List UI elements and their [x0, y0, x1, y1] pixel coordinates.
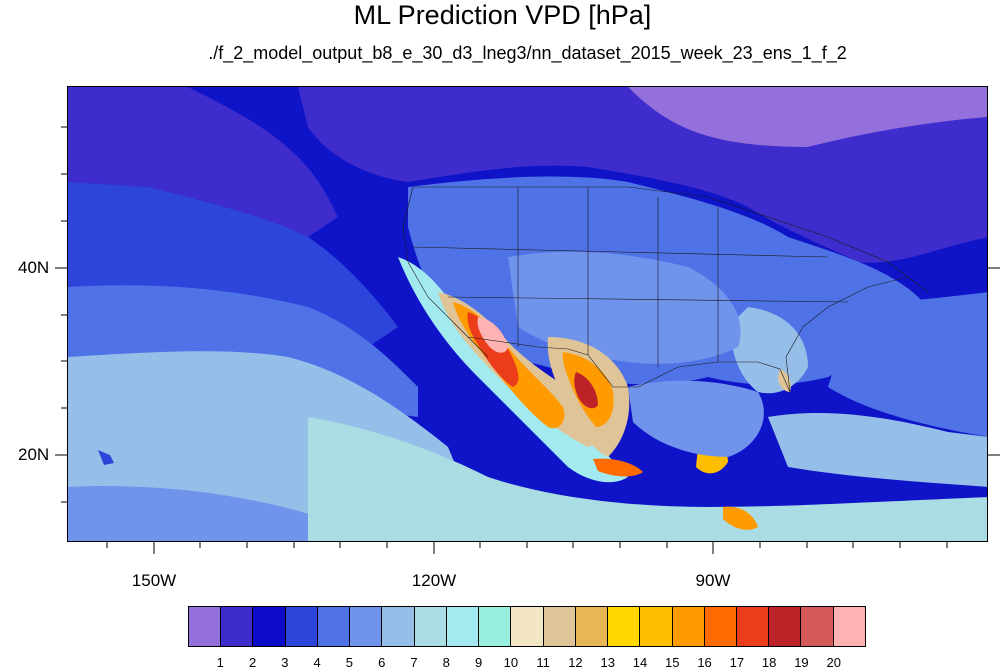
colorbar-label: 11 — [536, 655, 550, 670]
border-states-ew-1 — [412, 246, 829, 258]
colorbar-box — [640, 607, 673, 646]
colorbar-label: 14 — [632, 655, 648, 670]
colorbar-label: 4 — [313, 655, 321, 670]
colorbar-box — [769, 607, 802, 646]
map-region-tropics — [68, 486, 366, 541]
colorbar-box — [704, 607, 737, 646]
colorbar-label: 7 — [410, 655, 418, 670]
lon-label-150w: 150W — [131, 571, 177, 590]
colorbar-box — [189, 607, 222, 646]
map-region-southwest-pink — [477, 317, 508, 353]
tick-marks — [55, 126, 1000, 554]
colorbar-box — [285, 607, 318, 646]
colorbar-label: 6 — [378, 655, 386, 670]
border-us-mexico — [467, 336, 638, 388]
colorbar-label: 18 — [761, 655, 777, 670]
map-region-hawaii — [98, 450, 114, 465]
border-east-coast — [785, 276, 909, 393]
colorbar-box — [575, 607, 609, 646]
border-us-canada — [413, 186, 929, 293]
lon-label-90w: 90W — [695, 571, 731, 590]
colorbar-box — [446, 607, 480, 646]
colorbar-box — [543, 607, 576, 646]
map-region-mexico-red — [574, 372, 598, 409]
colorbar-box — [253, 607, 286, 646]
colorbar-label: 19 — [794, 655, 809, 670]
colorbar — [188, 606, 866, 647]
map-region-us-east — [731, 307, 808, 394]
colorbar-label: 12 — [568, 655, 583, 670]
lat-label-20n: 20N — [18, 445, 50, 464]
colorbar-box — [736, 607, 770, 646]
colorbar-label: 3 — [281, 655, 289, 670]
map-region-canada — [298, 87, 987, 263]
colorbar-box — [382, 607, 415, 646]
colorbar-box — [608, 607, 641, 646]
colorbar-label: 8 — [442, 655, 450, 670]
colorbar-label: 20 — [826, 655, 841, 670]
colorbar-box — [350, 607, 383, 646]
colorbar-label: 17 — [729, 655, 745, 670]
map-region-atlantic — [828, 292, 987, 437]
lat-label-40n: 40N — [18, 258, 50, 277]
colorbar-box — [317, 607, 351, 646]
colorbar-box — [414, 607, 447, 646]
colorbar-label: 13 — [600, 655, 615, 670]
map-region-caribbean — [768, 412, 987, 487]
border-west-coast — [402, 186, 489, 358]
colorbar-label: 2 — [248, 655, 257, 670]
colorbar-box — [511, 607, 544, 646]
colorbar-box — [801, 607, 834, 646]
colorbar-box — [221, 607, 254, 646]
map-borders — [402, 186, 929, 393]
map-region-mexico-south — [593, 458, 643, 477]
border-gulf-coast — [637, 361, 791, 393]
lon-label-120w: 120W — [411, 571, 457, 590]
map-region-great-plains — [508, 251, 741, 364]
vpd-map-svg — [68, 87, 987, 541]
colorbar-label: 10 — [503, 655, 519, 670]
colorbar-label: 5 — [345, 655, 354, 670]
colorbar-box — [833, 607, 865, 646]
colorbar-box — [672, 607, 705, 646]
chart-subtitle: ./f_2_model_output_b8_e_30_d3_lneg3/nn_d… — [208, 43, 847, 63]
colorbar-label: 15 — [665, 655, 680, 670]
map-region-north-pacific — [68, 87, 338, 237]
border-states-ew-2 — [447, 296, 849, 303]
colorbar-label: 16 — [697, 655, 712, 670]
colorbar-label: 1 — [216, 655, 224, 670]
chart-title: ML Prediction VPD [hPa] — [353, 0, 652, 30]
map-region-central-america — [723, 506, 758, 530]
vpd-map — [67, 86, 988, 542]
map-region-gulf — [628, 380, 764, 457]
colorbar-box — [479, 607, 512, 646]
map-region-canada-north — [628, 87, 987, 151]
map-region-eq-band — [308, 417, 987, 541]
colorbar-label: 9 — [474, 655, 483, 670]
